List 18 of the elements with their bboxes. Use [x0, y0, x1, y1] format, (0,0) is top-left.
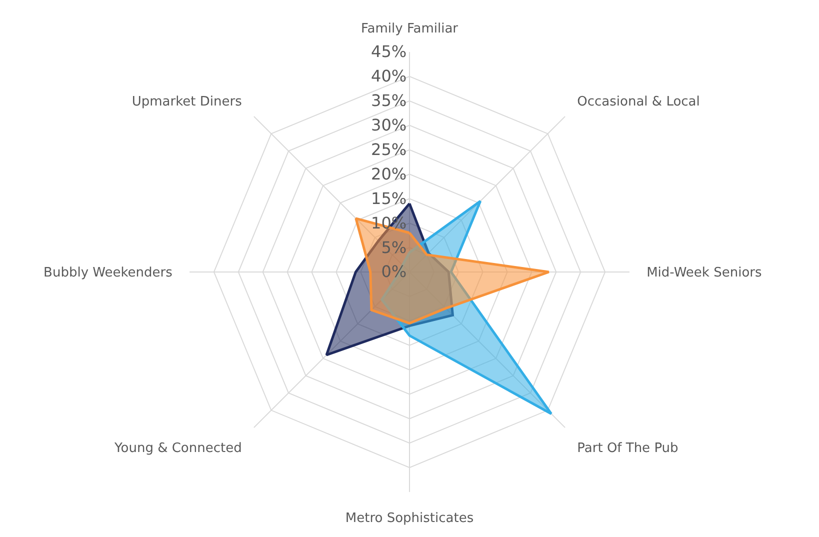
- y-tick-label: 15%: [371, 188, 407, 208]
- y-tick-label: 30%: [371, 116, 407, 135]
- spoke-label: Metro Sophisticates: [345, 511, 474, 526]
- spoke-label: Occasional & Local: [577, 94, 700, 110]
- y-tick-label: 25%: [371, 140, 407, 159]
- y-tick-label: 10%: [371, 213, 407, 232]
- y-tick-label: 40%: [371, 66, 407, 86]
- y-tick-label: 45%: [371, 42, 407, 62]
- y-tick-label: 0%: [381, 262, 407, 282]
- spoke-label: Part Of The Pub: [577, 441, 678, 456]
- y-tick-label: 5%: [381, 238, 407, 257]
- spoke-label: Upmarket Diners: [132, 94, 242, 110]
- spoke-label: Bubbly Weekenders: [44, 266, 173, 281]
- y-tick-label: 20%: [371, 164, 407, 184]
- spoke-label: Mid-Week Seniors: [646, 266, 762, 281]
- spoke-label: Young & Connected: [114, 441, 242, 456]
- y-tick-label: 35%: [371, 91, 407, 110]
- spoke-label: Family Familiar: [360, 21, 459, 36]
